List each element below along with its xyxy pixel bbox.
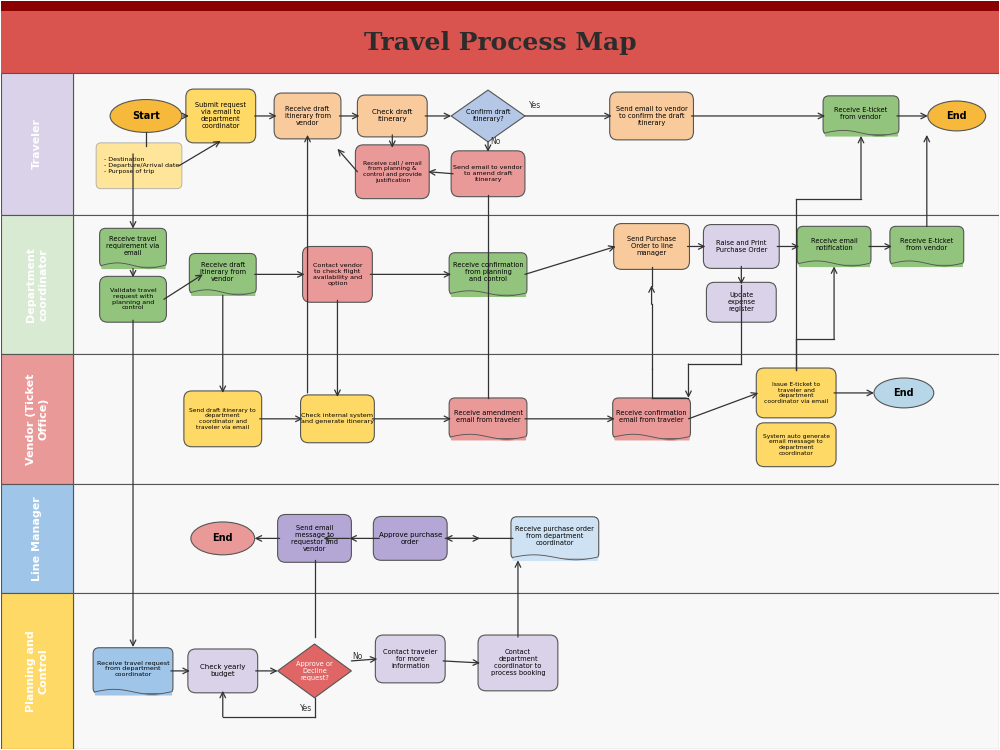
Bar	[73, 73, 999, 214]
Text: End: End	[894, 388, 914, 398]
FancyBboxPatch shape	[303, 247, 372, 302]
Text: Check draft
itinerary: Check draft itinerary	[372, 110, 412, 122]
Text: Yes: Yes	[300, 704, 313, 713]
Text: No: No	[490, 137, 500, 146]
Text: Check internal system
and generate itinerary: Check internal system and generate itine…	[301, 413, 374, 424]
Bar	[1, 2, 999, 73]
Text: System auto generate
email message to
department
coordinator: System auto generate email message to de…	[763, 433, 830, 456]
FancyBboxPatch shape	[278, 514, 351, 562]
Text: Planning and
Control: Planning and Control	[26, 630, 48, 712]
FancyBboxPatch shape	[614, 224, 689, 269]
Bar	[73, 484, 999, 593]
FancyBboxPatch shape	[375, 635, 445, 682]
Text: Update
expense
register: Update expense register	[727, 292, 755, 312]
FancyBboxPatch shape	[706, 282, 776, 322]
FancyBboxPatch shape	[100, 228, 166, 268]
Text: Send draft itinerary to
department
coordinator and
traveler via email: Send draft itinerary to department coord…	[189, 408, 256, 430]
Text: Travel Process Map: Travel Process Map	[364, 32, 636, 56]
Text: Check yearly
budget: Check yearly budget	[200, 664, 245, 677]
Polygon shape	[451, 90, 525, 142]
Text: Department
coordinator: Department coordinator	[26, 247, 48, 322]
Text: Receive amendment
email from traveler: Receive amendment email from traveler	[454, 410, 523, 423]
FancyBboxPatch shape	[96, 142, 182, 189]
Ellipse shape	[928, 101, 986, 131]
FancyBboxPatch shape	[188, 649, 258, 693]
FancyBboxPatch shape	[100, 276, 166, 322]
Text: Receive email
notification: Receive email notification	[811, 238, 857, 251]
FancyBboxPatch shape	[189, 254, 256, 294]
Text: Line Manager: Line Manager	[32, 496, 42, 580]
Ellipse shape	[110, 100, 182, 133]
Text: Vendor (Ticket
Office): Vendor (Ticket Office)	[26, 374, 48, 464]
FancyBboxPatch shape	[373, 517, 447, 560]
Text: Receive E-ticket
from vendor: Receive E-ticket from vendor	[834, 107, 888, 121]
Text: Approve purchase
order: Approve purchase order	[379, 532, 442, 545]
FancyBboxPatch shape	[451, 151, 525, 196]
Polygon shape	[278, 644, 351, 698]
Text: - Destination
- Departure/Arrival date
- Purpose of trip: - Destination - Departure/Arrival date -…	[104, 157, 179, 175]
Text: Validate travel
request with
planning and
control: Validate travel request with planning an…	[110, 288, 156, 310]
Ellipse shape	[191, 522, 255, 555]
Bar	[1, 484, 73, 593]
Text: End: End	[212, 533, 233, 544]
FancyBboxPatch shape	[301, 395, 374, 442]
Text: Approve or
Decline
request?: Approve or Decline request?	[296, 661, 333, 681]
Text: Send email to vendor
to amend draft
itinerary: Send email to vendor to amend draft itin…	[453, 166, 523, 182]
FancyBboxPatch shape	[357, 95, 427, 137]
Bar	[1, 354, 73, 484]
FancyBboxPatch shape	[93, 648, 173, 694]
Text: Issue E-ticket to
traveler and
department
coordinator via email: Issue E-ticket to traveler and departmen…	[764, 382, 828, 404]
FancyBboxPatch shape	[449, 398, 527, 439]
FancyBboxPatch shape	[449, 253, 527, 296]
Bar	[73, 593, 999, 748]
Text: Submit request
via email to
department
coordinator: Submit request via email to department c…	[195, 103, 246, 130]
FancyBboxPatch shape	[756, 368, 836, 418]
FancyBboxPatch shape	[511, 517, 599, 560]
FancyBboxPatch shape	[756, 423, 836, 466]
Text: Receive call / email
from planning &
control and provide
justification: Receive call / email from planning & con…	[363, 160, 422, 183]
Text: No: No	[352, 652, 363, 662]
FancyBboxPatch shape	[823, 96, 899, 135]
Text: Contact vendor
to check flight
availability and
option: Contact vendor to check flight availabil…	[313, 263, 362, 286]
Text: Receive draft
itinerary from
vendor: Receive draft itinerary from vendor	[200, 262, 246, 283]
Text: Send Purchase
Order to line
manager: Send Purchase Order to line manager	[627, 236, 676, 256]
FancyBboxPatch shape	[186, 89, 256, 142]
Text: Send email
message to
requestor and
vendor: Send email message to requestor and vend…	[291, 525, 338, 552]
FancyBboxPatch shape	[890, 226, 964, 266]
Text: End: End	[946, 111, 967, 121]
Bar	[73, 214, 999, 354]
Bar	[1, 593, 73, 748]
FancyBboxPatch shape	[703, 224, 779, 268]
Bar	[73, 354, 999, 484]
Bar	[1, 2, 999, 11]
FancyBboxPatch shape	[355, 145, 429, 199]
Text: Contact traveler
for more
information: Contact traveler for more information	[383, 649, 437, 669]
Text: Confirm draft
itinerary?: Confirm draft itinerary?	[466, 110, 510, 122]
FancyBboxPatch shape	[184, 391, 262, 447]
Text: Send email to vendor
to confirm the draft
itinerary: Send email to vendor to confirm the draf…	[616, 106, 687, 126]
Text: Receive travel
requirement via
email: Receive travel requirement via email	[106, 236, 160, 256]
Bar	[1, 73, 73, 214]
FancyBboxPatch shape	[613, 398, 690, 439]
Text: Receive draft
itinerary from
vendor: Receive draft itinerary from vendor	[285, 106, 331, 126]
Text: Receive confirmation
from planning
and control: Receive confirmation from planning and c…	[453, 262, 523, 283]
Text: Traveler: Traveler	[32, 118, 42, 170]
FancyBboxPatch shape	[478, 635, 558, 691]
Text: Receive travel request
from department
coordinator: Receive travel request from department c…	[97, 661, 169, 677]
Text: Receive E-ticket
from vendor: Receive E-ticket from vendor	[900, 238, 953, 251]
Text: Yes: Yes	[529, 101, 541, 110]
Text: Start: Start	[132, 111, 160, 121]
Text: Contact
department
coordinator to
process booking: Contact department coordinator to proces…	[491, 650, 545, 676]
Ellipse shape	[874, 378, 934, 408]
Text: Receive purchase order
from department
coordinator: Receive purchase order from department c…	[515, 526, 594, 547]
FancyBboxPatch shape	[797, 226, 871, 266]
FancyBboxPatch shape	[610, 92, 693, 140]
Bar	[1, 214, 73, 354]
Text: Receive confirmation
email from traveler: Receive confirmation email from traveler	[616, 410, 687, 423]
FancyBboxPatch shape	[274, 93, 341, 139]
Text: Raise and Print
Purchase Order: Raise and Print Purchase Order	[716, 240, 767, 253]
